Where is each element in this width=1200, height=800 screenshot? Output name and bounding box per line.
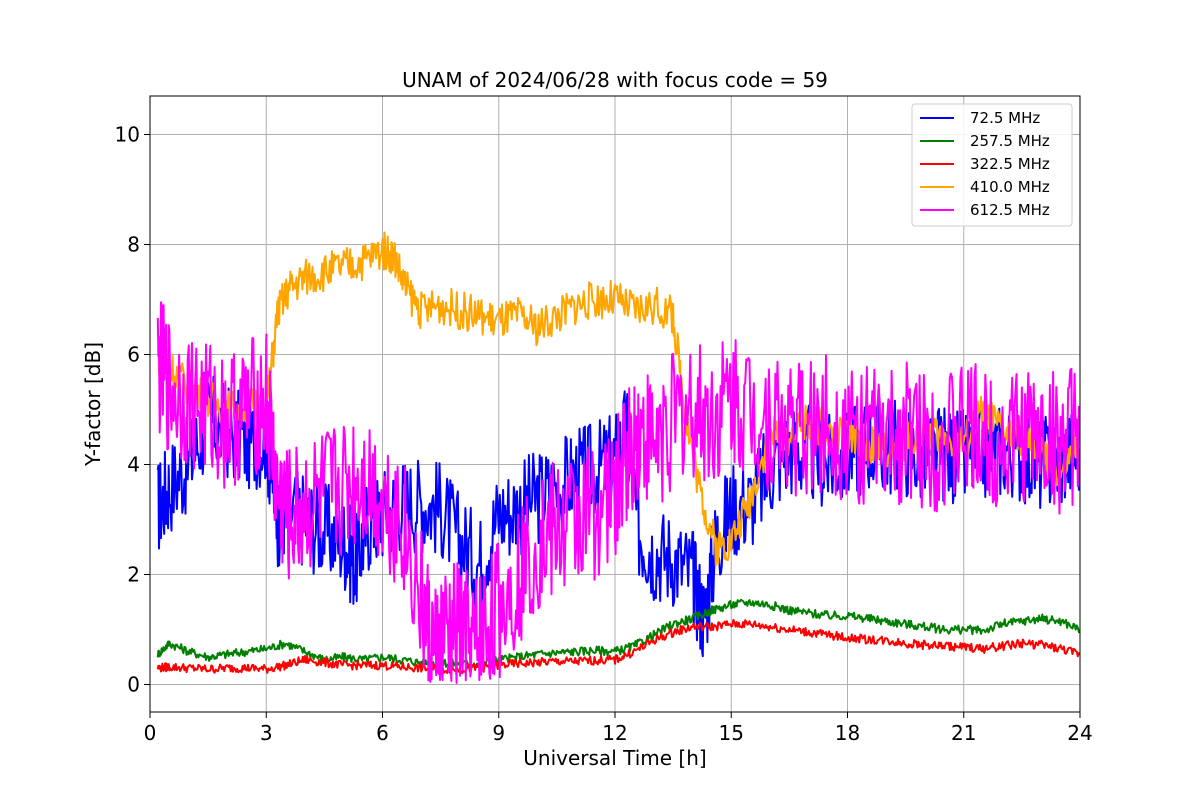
legend-box bbox=[911, 103, 1073, 227]
x-axis-label: Universal Time [h] bbox=[523, 746, 706, 770]
x-tick-label: 6 bbox=[376, 721, 389, 745]
y-tick-label: 6 bbox=[127, 343, 140, 367]
y-tick-label: 2 bbox=[127, 563, 140, 587]
x-tick-label: 24 bbox=[1067, 721, 1092, 745]
x-tick-label: 12 bbox=[602, 721, 627, 745]
x-tick-label: 9 bbox=[492, 721, 505, 745]
legend-label: 257.5 MHz bbox=[970, 132, 1050, 150]
x-tick-label: 21 bbox=[951, 721, 976, 745]
x-tick-label: 0 bbox=[144, 721, 157, 745]
legend-label: 410.0 MHz bbox=[970, 178, 1050, 196]
y-tick-label: 4 bbox=[127, 453, 140, 477]
legend-label: 612.5 MHz bbox=[970, 201, 1050, 219]
series-line bbox=[156, 231, 1080, 567]
series-line bbox=[156, 618, 1080, 675]
legend-label: 322.5 MHz bbox=[970, 155, 1050, 173]
y-axis-label: Y-factor [dB] bbox=[81, 342, 105, 467]
chart-title: UNAM of 2024/06/28 with focus code = 59 bbox=[402, 68, 828, 92]
x-tick-label: 3 bbox=[260, 721, 273, 745]
y-tick-label: 8 bbox=[127, 233, 140, 257]
legend: 72.5 MHz 257.5 MHz 322.5 MHz 410.0 MHz 612.5… bbox=[911, 103, 1073, 227]
y-tick-label: 0 bbox=[127, 673, 140, 697]
series-line bbox=[156, 598, 1080, 668]
series-line bbox=[156, 301, 1080, 684]
x-tick-label: 18 bbox=[835, 721, 860, 745]
legend-label: 72.5 MHz bbox=[970, 109, 1040, 127]
series-layer bbox=[156, 231, 1080, 684]
x-tick-label: 15 bbox=[719, 721, 744, 745]
y-tick-label: 10 bbox=[115, 123, 140, 147]
